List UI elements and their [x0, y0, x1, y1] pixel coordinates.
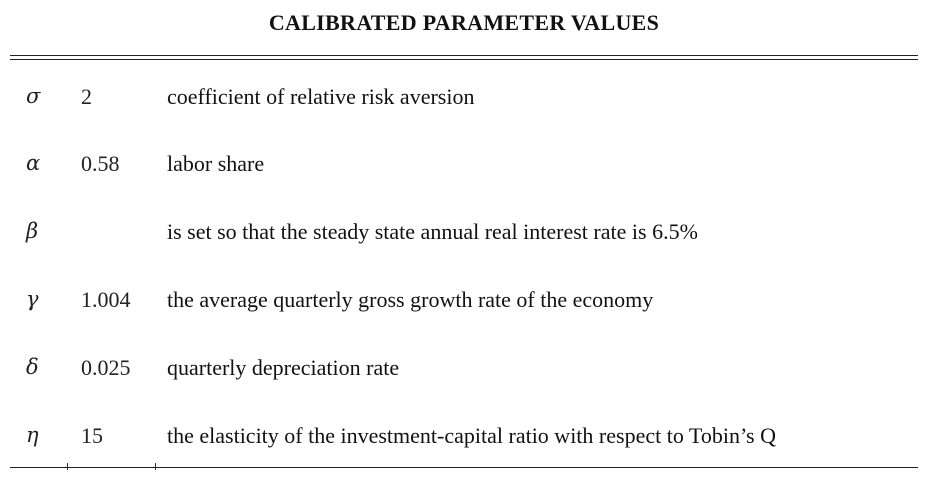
column-tick-right — [155, 463, 156, 470]
header-rule-upper — [10, 55, 918, 56]
parameter-row-delta: δ 0.025 quarterly depreciation rate — [0, 355, 928, 395]
parameter-symbol: γ — [26, 287, 39, 311]
parameter-description: the average quarterly gross growth rate … — [167, 287, 654, 312]
table-title: CALIBRATED PARAMETER VALUES — [268, 10, 660, 35]
parameter-row-sigma: σ 2 coefficient of relative risk aversio… — [0, 84, 928, 124]
parameter-description: the elasticity of the investment-capital… — [167, 423, 777, 448]
parameter-row-alpha: α 0.58 labor share — [0, 151, 928, 191]
parameter-description: coefficient of relative risk aversion — [167, 84, 475, 109]
parameter-value: 0.58 — [81, 151, 120, 176]
parameter-description: is set so that the steady state annual r… — [167, 219, 698, 244]
parameter-row-eta: η 15 the elasticity of the investment-ca… — [0, 423, 928, 463]
footer-rule — [10, 467, 918, 468]
parameter-row-beta: β is set so that the steady state annual… — [0, 219, 928, 259]
parameter-row-gamma: γ 1.004 the average quarterly gross grow… — [0, 287, 928, 327]
parameter-description: quarterly depreciation rate — [167, 355, 400, 380]
parameter-value: 0.025 — [81, 355, 131, 380]
parameter-description: labor share — [167, 151, 265, 176]
parameter-symbol: σ — [26, 84, 41, 108]
parameter-symbol: α — [26, 151, 41, 175]
parameter-symbol: δ — [26, 355, 39, 379]
parameter-symbol: η — [26, 423, 39, 447]
parameter-value: 2 — [81, 84, 92, 109]
column-tick-left — [67, 463, 68, 470]
header-rule-lower — [10, 59, 918, 60]
parameter-symbol: β — [26, 219, 39, 243]
parameter-value: 15 — [81, 423, 103, 448]
parameter-value: 1.004 — [81, 287, 131, 312]
